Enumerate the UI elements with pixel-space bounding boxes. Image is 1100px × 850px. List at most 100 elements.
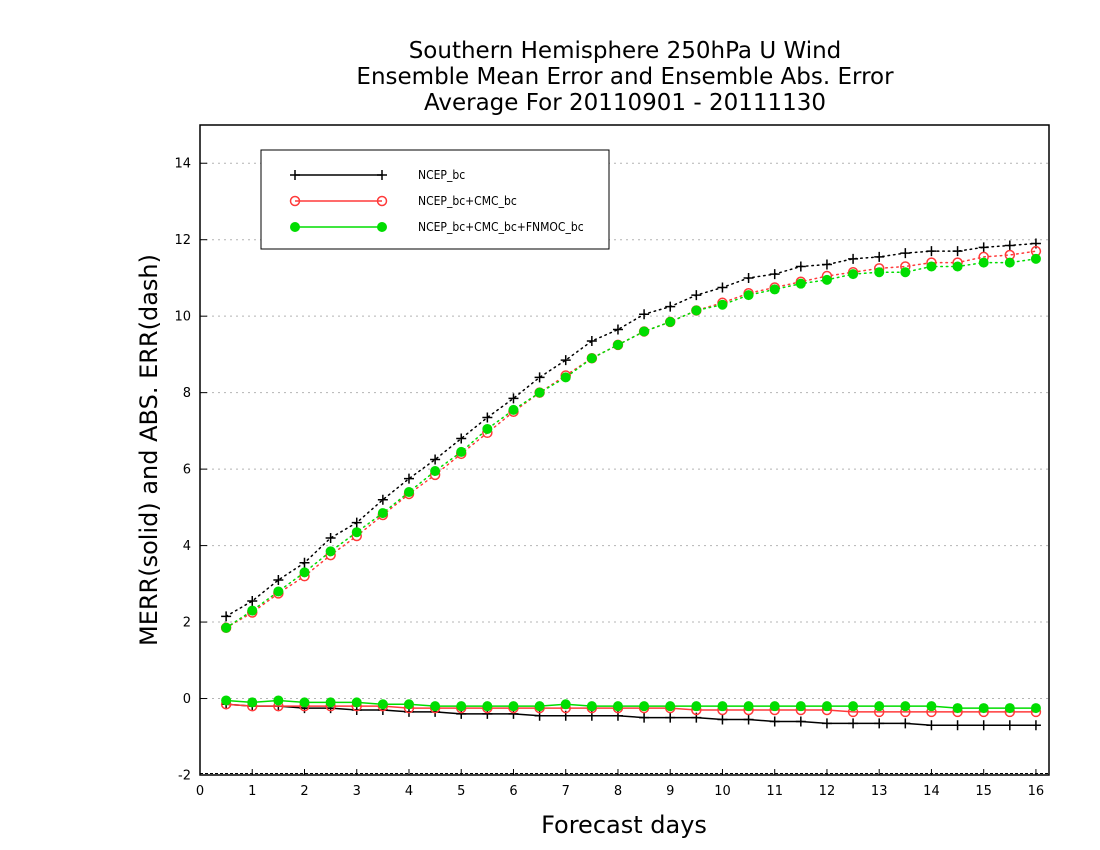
abs-error-point bbox=[900, 267, 911, 278]
abs-error-point bbox=[1030, 253, 1041, 264]
abs-error-point bbox=[482, 423, 493, 434]
abs-error-line bbox=[225, 242, 1037, 618]
abs-error-point bbox=[717, 299, 728, 310]
abs-error-point bbox=[848, 253, 859, 264]
abs-error-point bbox=[952, 261, 963, 272]
mean-error-point bbox=[273, 695, 284, 706]
mean-error-point bbox=[743, 701, 754, 712]
mean-error-point bbox=[874, 701, 885, 712]
mean-error-point bbox=[560, 699, 571, 710]
series-3 bbox=[221, 253, 1041, 714]
abs-error-point bbox=[900, 248, 911, 259]
abs-error-point bbox=[665, 301, 676, 312]
title-line-3: Average For 20110901 - 20111130 bbox=[424, 90, 826, 116]
mean-error-point bbox=[743, 714, 754, 725]
abs-error-point bbox=[482, 412, 493, 423]
y-tick-label: 2 bbox=[183, 616, 191, 631]
x-tick-label: 7 bbox=[562, 784, 570, 799]
title-line-2: Ensemble Mean Error and Ensemble Abs. Er… bbox=[356, 64, 894, 90]
abs-error-point bbox=[821, 274, 832, 285]
mean-error-point bbox=[665, 701, 676, 712]
abs-error-point bbox=[508, 404, 519, 415]
mean-error-point bbox=[769, 701, 780, 712]
abs-error-point bbox=[221, 611, 232, 622]
abs-error-point bbox=[691, 290, 702, 301]
abs-error-point bbox=[848, 269, 859, 280]
abs-error-point bbox=[639, 309, 650, 320]
abs-error-point bbox=[586, 336, 597, 347]
legend-label: NCEP_bc+CMC_bc bbox=[418, 194, 517, 208]
mean-error-point bbox=[952, 720, 963, 731]
legend-marker bbox=[290, 170, 300, 180]
abs-error-point bbox=[560, 372, 571, 383]
mean-error-point bbox=[325, 697, 336, 708]
mean-error-point bbox=[978, 703, 989, 714]
abs-error-point bbox=[351, 517, 362, 528]
abs-error-point bbox=[403, 487, 414, 498]
x-tick-label: 6 bbox=[509, 784, 517, 799]
abs-error-point bbox=[874, 267, 885, 278]
x-tick-label: 11 bbox=[766, 784, 783, 799]
legend-marker bbox=[376, 195, 388, 207]
abs-error-point bbox=[586, 353, 597, 364]
mean-error-point bbox=[848, 701, 859, 712]
plot-frame bbox=[199, 124, 1050, 776]
abs-error-point bbox=[639, 326, 650, 337]
title-line-1: Southern Hemisphere 250hPa U Wind bbox=[409, 38, 842, 64]
abs-error-point bbox=[534, 387, 545, 398]
mean-error-point bbox=[926, 720, 937, 731]
series-1 bbox=[221, 238, 1041, 731]
y-tick-label: -2 bbox=[178, 769, 191, 784]
mean-error-point bbox=[534, 701, 545, 712]
x-tick-label: 0 bbox=[196, 784, 204, 799]
mean-error-point bbox=[900, 718, 911, 729]
abs-error-point bbox=[795, 261, 806, 272]
abs-error-point bbox=[325, 532, 336, 543]
legend-marker bbox=[290, 222, 300, 232]
legend-label: NCEP_bc bbox=[418, 168, 465, 182]
mean-error-point bbox=[639, 712, 650, 723]
mean-error-point bbox=[926, 701, 937, 712]
abs-error-point bbox=[325, 546, 336, 557]
mean-error-point bbox=[821, 718, 832, 729]
x-tick-label: 5 bbox=[457, 784, 465, 799]
mean-error-point bbox=[1030, 720, 1041, 731]
mean-error-point bbox=[795, 716, 806, 727]
abs-error-point bbox=[534, 372, 545, 383]
mean-error-point bbox=[1004, 703, 1015, 714]
abs-error-point bbox=[430, 466, 441, 477]
x-tick-label: 3 bbox=[353, 784, 361, 799]
mean-error-point bbox=[769, 716, 780, 727]
y-tick-label: 8 bbox=[183, 386, 191, 401]
abs-error-point bbox=[299, 567, 310, 578]
mean-error-point bbox=[691, 701, 702, 712]
mean-error-point bbox=[403, 699, 414, 710]
mean-error-point bbox=[821, 701, 832, 712]
legend-marker bbox=[377, 170, 387, 180]
mean-error-point bbox=[717, 714, 728, 725]
series-2 bbox=[220, 245, 1042, 718]
mean-error-line bbox=[226, 699, 1036, 709]
x-tick-label: 14 bbox=[923, 784, 940, 799]
mean-error-point bbox=[639, 701, 650, 712]
y-tick-label: 6 bbox=[183, 463, 191, 478]
x-tick-label: 2 bbox=[300, 784, 308, 799]
abs-error-point bbox=[351, 527, 362, 538]
abs-error-point bbox=[221, 622, 232, 633]
abs-error-point bbox=[1004, 257, 1015, 268]
abs-error-point bbox=[299, 557, 310, 568]
abs-error-point bbox=[273, 586, 284, 597]
abs-error-point bbox=[769, 284, 780, 295]
y-axis-label: MERR(solid) and ABS. ERR(dash) bbox=[135, 254, 163, 646]
x-tick-label: 1 bbox=[248, 784, 256, 799]
abs-error-point bbox=[377, 494, 388, 505]
plot-series bbox=[220, 238, 1042, 731]
mean-error-point bbox=[247, 697, 258, 708]
mean-error-point bbox=[299, 697, 310, 708]
legend-marker bbox=[289, 195, 301, 207]
abs-error-point bbox=[403, 473, 414, 484]
mean-error-point bbox=[482, 701, 493, 712]
abs-error-point bbox=[560, 355, 571, 366]
abs-error-point bbox=[377, 508, 388, 519]
